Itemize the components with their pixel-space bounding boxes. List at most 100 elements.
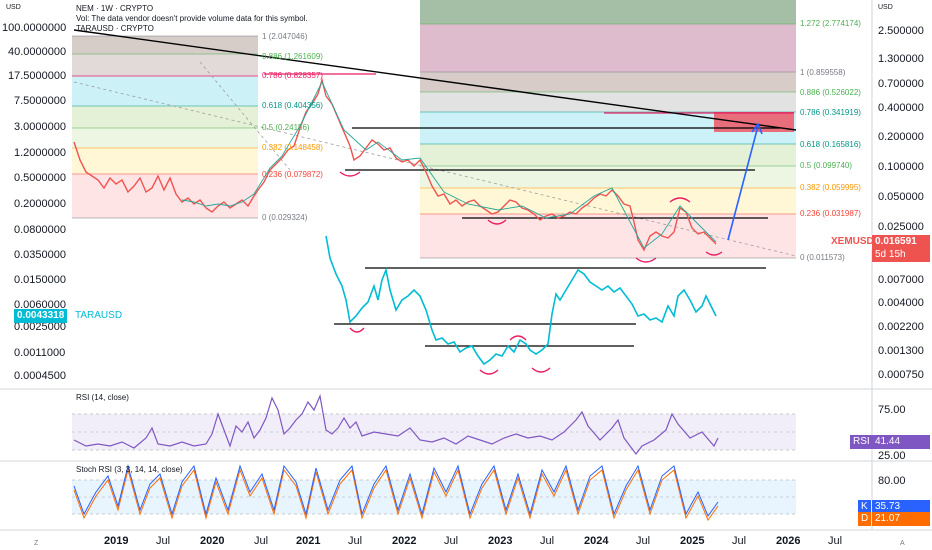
- time-label: Jul: [732, 535, 746, 547]
- fib-label: 0.886 (0.526022): [800, 88, 861, 97]
- volume-note: Vol: The data vendor doesn't provide vol…: [76, 14, 308, 23]
- stoch-d-label: D: [858, 512, 872, 526]
- tara-symbol-tag[interactable]: TARAUSD: [72, 309, 126, 323]
- fib-label: 0.786 (0.341919): [800, 108, 861, 117]
- time-label: 2025: [680, 535, 704, 547]
- fib-label: 0.382 (0.059995): [800, 183, 861, 192]
- time-label: Jul: [348, 535, 362, 547]
- projection-arrow[interactable]: [727, 122, 763, 241]
- pattern-arcs[interactable]: [339, 171, 723, 375]
- time-label: Jul: [636, 535, 650, 547]
- stoch-d-line[interactable]: [73, 468, 719, 522]
- rsi-title[interactable]: RSI (14, close): [76, 393, 129, 402]
- fib-label: 0.236 (0.079872): [262, 170, 323, 179]
- left-axis-label: 0.0350000: [14, 249, 66, 261]
- right-axis-label: 0.004000: [878, 297, 924, 309]
- time-label: 2021: [296, 535, 320, 547]
- fib-label: 0.886 (1.261609): [262, 52, 323, 61]
- time-label: 2026: [776, 535, 800, 547]
- descending-trendline[interactable]: [73, 29, 797, 131]
- left-axis-label: 0.0060000: [14, 299, 66, 311]
- left-axis-label: 7.5000000: [14, 95, 66, 107]
- fib-label: 1 (2.047046): [262, 32, 308, 41]
- tara-price-line[interactable]: [325, 235, 717, 366]
- chart-legend[interactable]: NEM · 1W · CRYPTO Vol: The data vendor d…: [76, 4, 308, 34]
- left-axis-label: 0.0004500: [14, 370, 66, 382]
- right-axis-label: 0.700000: [878, 78, 924, 90]
- fib-retracement-right[interactable]: [420, 0, 796, 259]
- left-currency-label: USD: [6, 4, 21, 11]
- fib-retracement-left[interactable]: [72, 35, 258, 219]
- fib-label: 1.272 (2.774174): [800, 19, 861, 28]
- rsi-tag-label: RSI: [850, 435, 873, 449]
- right-axis-label: 0.400000: [878, 102, 924, 114]
- right-axis-label: 1.300000: [878, 53, 924, 65]
- stoch-k-label: K: [858, 500, 871, 514]
- left-axis-label: 0.0011000: [14, 347, 65, 359]
- right-axis-label: 0.025000: [878, 221, 924, 233]
- auto-scale-icon[interactable]: A: [900, 540, 905, 547]
- fib-label: 0.236 (0.031987): [800, 209, 861, 218]
- stoch-rsi-title[interactable]: Stoch RSI (3, 3, 14, 14, close): [76, 465, 183, 474]
- stoch-level-label: 80.00: [878, 475, 906, 487]
- fib-label: 0.786 (0.828357): [262, 71, 323, 80]
- time-label: Jul: [156, 535, 170, 547]
- stoch-k-value[interactable]: 35.73: [872, 500, 930, 514]
- right-currency-label: USD: [878, 4, 893, 11]
- z-icon[interactable]: Z: [34, 540, 39, 547]
- fib-label: 0.5 (0.24156): [262, 123, 310, 132]
- left-axis-label: 0.2000000: [14, 198, 66, 210]
- left-axis-label: 1.2000000: [14, 147, 66, 159]
- time-label: 2020: [200, 535, 224, 547]
- stoch-k-line[interactable]: [73, 464, 719, 518]
- compare-symbol[interactable]: TARAUSD · CRYPTO: [76, 24, 154, 33]
- fib-label: 0 (0.029324): [262, 213, 308, 222]
- fib-label: 0.618 (0.165816): [800, 140, 861, 149]
- right-axis-label: 0.100000: [878, 161, 924, 173]
- time-label: Jul: [828, 535, 842, 547]
- rsi-level-label: 25.00: [878, 450, 906, 462]
- time-label: 2022: [392, 535, 416, 547]
- right-axis-label: 0.001300: [878, 345, 924, 357]
- left-axis-label: 17.5000000: [8, 70, 66, 82]
- right-axis-label: 0.007000: [878, 274, 924, 286]
- rsi-value-tag[interactable]: 41.44: [872, 435, 930, 449]
- time-label: 2023: [488, 535, 512, 547]
- time-label: 2024: [584, 535, 609, 547]
- time-label: Jul: [254, 535, 268, 547]
- left-axis-label: 40.0000000: [8, 46, 66, 58]
- fib-labels-left: 1 (2.047046) 0.886 (1.261609) 0.786 (0.8…: [262, 32, 323, 222]
- horizontal-levels[interactable]: [334, 127, 780, 347]
- left-price-axis[interactable]: 100.0000000 40.0000000 17.5000000 7.5000…: [2, 22, 66, 382]
- rsi-line[interactable]: [73, 393, 719, 455]
- stoch-d-value[interactable]: 21.07: [872, 512, 930, 526]
- right-price-axis[interactable]: 2.500000 1.300000 0.700000 0.400000 0.20…: [878, 25, 924, 381]
- fib-label: 1 (0.859558): [800, 68, 846, 77]
- left-axis-label: 0.5000000: [14, 172, 66, 184]
- right-axis-label: 0.000750: [878, 369, 924, 381]
- rsi-level-label: 75.00: [878, 404, 906, 416]
- left-axis-label: 0.0800000: [14, 224, 66, 236]
- fib-label: 0 (0.011573): [800, 253, 845, 262]
- time-label: Jul: [444, 535, 458, 547]
- left-axis-label: 100.0000000: [2, 22, 66, 34]
- right-axis-label: 0.050000: [878, 191, 924, 203]
- time-axis[interactable]: 2019 Jul 2020 Jul 2021 Jul 2022 Jul 2023…: [104, 535, 842, 547]
- tara-price-tag[interactable]: 0.0043318: [14, 309, 68, 323]
- xem-symbol-tag[interactable]: XEMUSD: [828, 235, 877, 249]
- left-axis-label: 3.0000000: [14, 121, 66, 133]
- right-axis-label: 0.002200: [878, 321, 924, 333]
- time-label: 2019: [104, 535, 128, 547]
- right-axis-label: 0.200000: [878, 131, 924, 143]
- fib-labels-right: 1.272 (2.774174) 1 (0.859558) 0.886 (0.5…: [800, 19, 861, 262]
- right-axis-label: 2.500000: [878, 25, 924, 37]
- left-axis-label: 0.0025000: [14, 321, 66, 333]
- xem-countdown-tag: 5d 15h: [872, 248, 930, 262]
- fib-label: 0.5 (0.099740): [800, 161, 852, 170]
- symbol-title[interactable]: NEM · 1W · CRYPTO: [76, 4, 154, 13]
- xem-price-tag[interactable]: 0.016591: [872, 235, 930, 249]
- left-axis-label: 0.0150000: [14, 274, 66, 286]
- time-label: Jul: [540, 535, 554, 547]
- fib-label: 0.382 (0.148458): [262, 143, 323, 152]
